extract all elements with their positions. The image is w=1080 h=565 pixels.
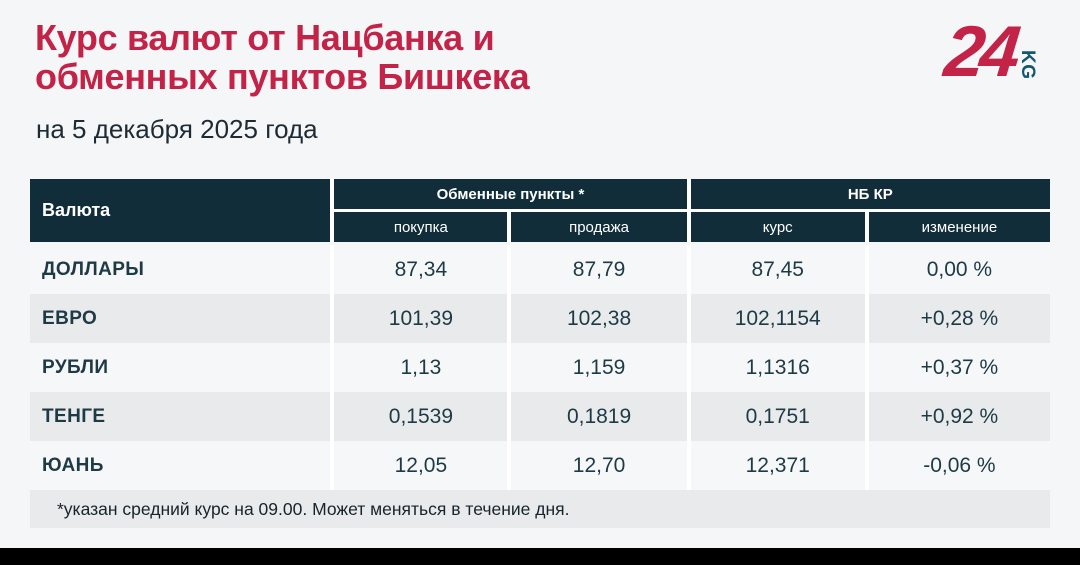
currency-name: ЕВРО — [30, 294, 331, 343]
page-title-line1: Курс валют от Нацбанка и — [35, 17, 495, 58]
table-row-rubles: РУБЛИ 1,13 1,159 1,1316 +0,37 % — [30, 343, 1050, 392]
date-subtitle: на 5 декабря 2025 года — [36, 114, 318, 144]
rate-value: 12,371 — [690, 441, 865, 490]
sell-value: 102,38 — [511, 294, 687, 343]
rate-value: 87,45 — [690, 245, 865, 294]
table-header: Валюта Обменные пункты * НБ КР покупка п… — [30, 179, 1050, 242]
sell-value: 1,159 — [511, 343, 687, 392]
table-row-yuan: ЮАНЬ 12,05 12,70 12,371 -0,06 % — [30, 441, 1050, 490]
table-row-dollars: ДОЛЛАРЫ 87,34 87,79 87,45 0,00 % — [30, 245, 1050, 294]
col-group-nbkr: НБ КР — [690, 179, 1050, 209]
page-title: Курс валют от Нацбанка и обменных пункто… — [35, 17, 530, 97]
logo-24kg: 24 KG — [941, 12, 1038, 92]
change-value: +0,37 % — [868, 343, 1050, 392]
col-header-rate: курс — [690, 212, 865, 242]
sell-value: 0,1819 — [511, 392, 687, 441]
buy-value: 12,05 — [334, 441, 508, 490]
sell-value: 12,70 — [511, 441, 687, 490]
sell-value: 87,79 — [511, 245, 687, 294]
change-value: 0,00 % — [868, 245, 1050, 294]
table-row-tenge: ТЕНГЕ 0,1539 0,1819 0,1751 +0,92 % — [30, 392, 1050, 441]
table-row-euro: ЕВРО 101,39 102,38 102,1154 +0,28 % — [30, 294, 1050, 343]
rates-table: Валюта Обменные пункты * НБ КР покупка п… — [30, 179, 1050, 528]
footnote: *указан средний курс на 09.00. Может мен… — [30, 490, 1050, 528]
col-header-currency: Валюта — [30, 179, 331, 242]
rate-value: 102,1154 — [690, 294, 865, 343]
col-group-exchange-points: Обменные пункты * — [334, 179, 687, 209]
table-body: ДОЛЛАРЫ 87,34 87,79 87,45 0,00 % ЕВРО 10… — [30, 245, 1050, 490]
logo-kg-text: KG — [1017, 50, 1038, 80]
change-value: +0,28 % — [868, 294, 1050, 343]
buy-value: 101,39 — [334, 294, 508, 343]
col-header-change: изменение — [868, 212, 1050, 242]
buy-value: 1,13 — [334, 343, 508, 392]
page-title-line2: обменных пунктов Бишкека — [35, 56, 530, 97]
col-header-buy: покупка — [334, 212, 508, 242]
currency-name: ЮАНЬ — [30, 441, 331, 490]
buy-value: 0,1539 — [334, 392, 508, 441]
change-value: -0,06 % — [868, 441, 1050, 490]
currency-name: ТЕНГЕ — [30, 392, 331, 441]
buy-value: 87,34 — [334, 245, 508, 294]
rate-value: 1,1316 — [690, 343, 865, 392]
currency-name: РУБЛИ — [30, 343, 331, 392]
currency-name: ДОЛЛАРЫ — [30, 245, 331, 294]
rate-value: 0,1751 — [690, 392, 865, 441]
col-header-sell: продажа — [511, 212, 687, 242]
logo-24-text: 24 — [940, 12, 1020, 92]
change-value: +0,92 % — [868, 392, 1050, 441]
bottom-black-bar — [0, 548, 1080, 565]
